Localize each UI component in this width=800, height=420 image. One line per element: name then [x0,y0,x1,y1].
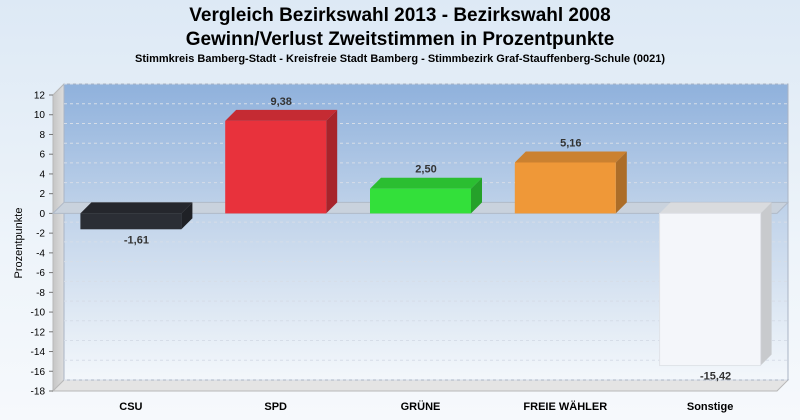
bar-side [326,109,338,214]
bar [225,120,327,214]
y-tick-label: -12 [31,327,46,338]
data-label: 2,50 [415,164,436,176]
bar-grüne [370,177,482,214]
data-label: 9,38 [270,96,291,108]
bar-top [225,109,338,121]
bar-spd [225,109,338,214]
y-tick-label: -16 [31,367,46,378]
plot-floor [51,379,790,392]
y-tick-label: -2 [36,229,45,240]
y-axis-label: Prozentpunkte [13,208,25,279]
data-label: -1,61 [124,234,149,246]
y-tick-label: -14 [31,347,46,358]
bar [80,213,182,230]
bar-top [370,177,482,189]
bar-top [659,202,772,214]
bar-sonstige [659,202,772,367]
y-tick-label: -6 [36,268,45,279]
y-tick-label: -10 [31,308,46,319]
y-tick-label: -18 [31,387,46,398]
y-tick-label: -8 [36,288,45,299]
x-tick-label: GRÜNE [401,400,441,413]
bar [514,162,616,214]
y-tick-label: 6 [39,150,45,161]
y-tick-label: 4 [39,169,45,180]
bar-top [80,202,193,214]
bar [370,188,471,214]
bar-top [514,151,627,163]
chart-title: Vergleich Bezirkswahl 2013 - Bezirkswahl… [189,5,611,26]
y-tick-label: 12 [34,91,46,102]
y-tick-label: 8 [39,130,45,141]
data-label: -15,42 [700,371,731,383]
x-tick-label: SPD [264,401,287,413]
bar-side [181,202,193,230]
x-tick-label: CSU [119,401,142,413]
x-tick-label: FREIE WÄHLER [523,400,607,413]
bar [659,212,762,367]
y-tick-label: 10 [34,110,46,121]
bar-side [471,177,482,214]
chart-subtitle: Stimmkreis Bamberg-Stadt - Kreisfreie St… [135,53,665,65]
bar-freie-wähler [514,151,627,214]
y-tick-label: 0 [39,209,45,220]
bar-side [615,151,627,214]
chart-title-line2: Gewinn/Verlust Zweitstimmen in Prozentpu… [185,29,615,50]
y-tick-label: -4 [36,248,45,259]
bar-side [760,202,772,366]
plot-side-wall [52,82,65,393]
y-tick-label: 2 [39,189,45,200]
bar-csu [80,202,193,230]
data-label: 5,16 [560,137,581,149]
x-tick-label: Sonstige [687,401,733,413]
